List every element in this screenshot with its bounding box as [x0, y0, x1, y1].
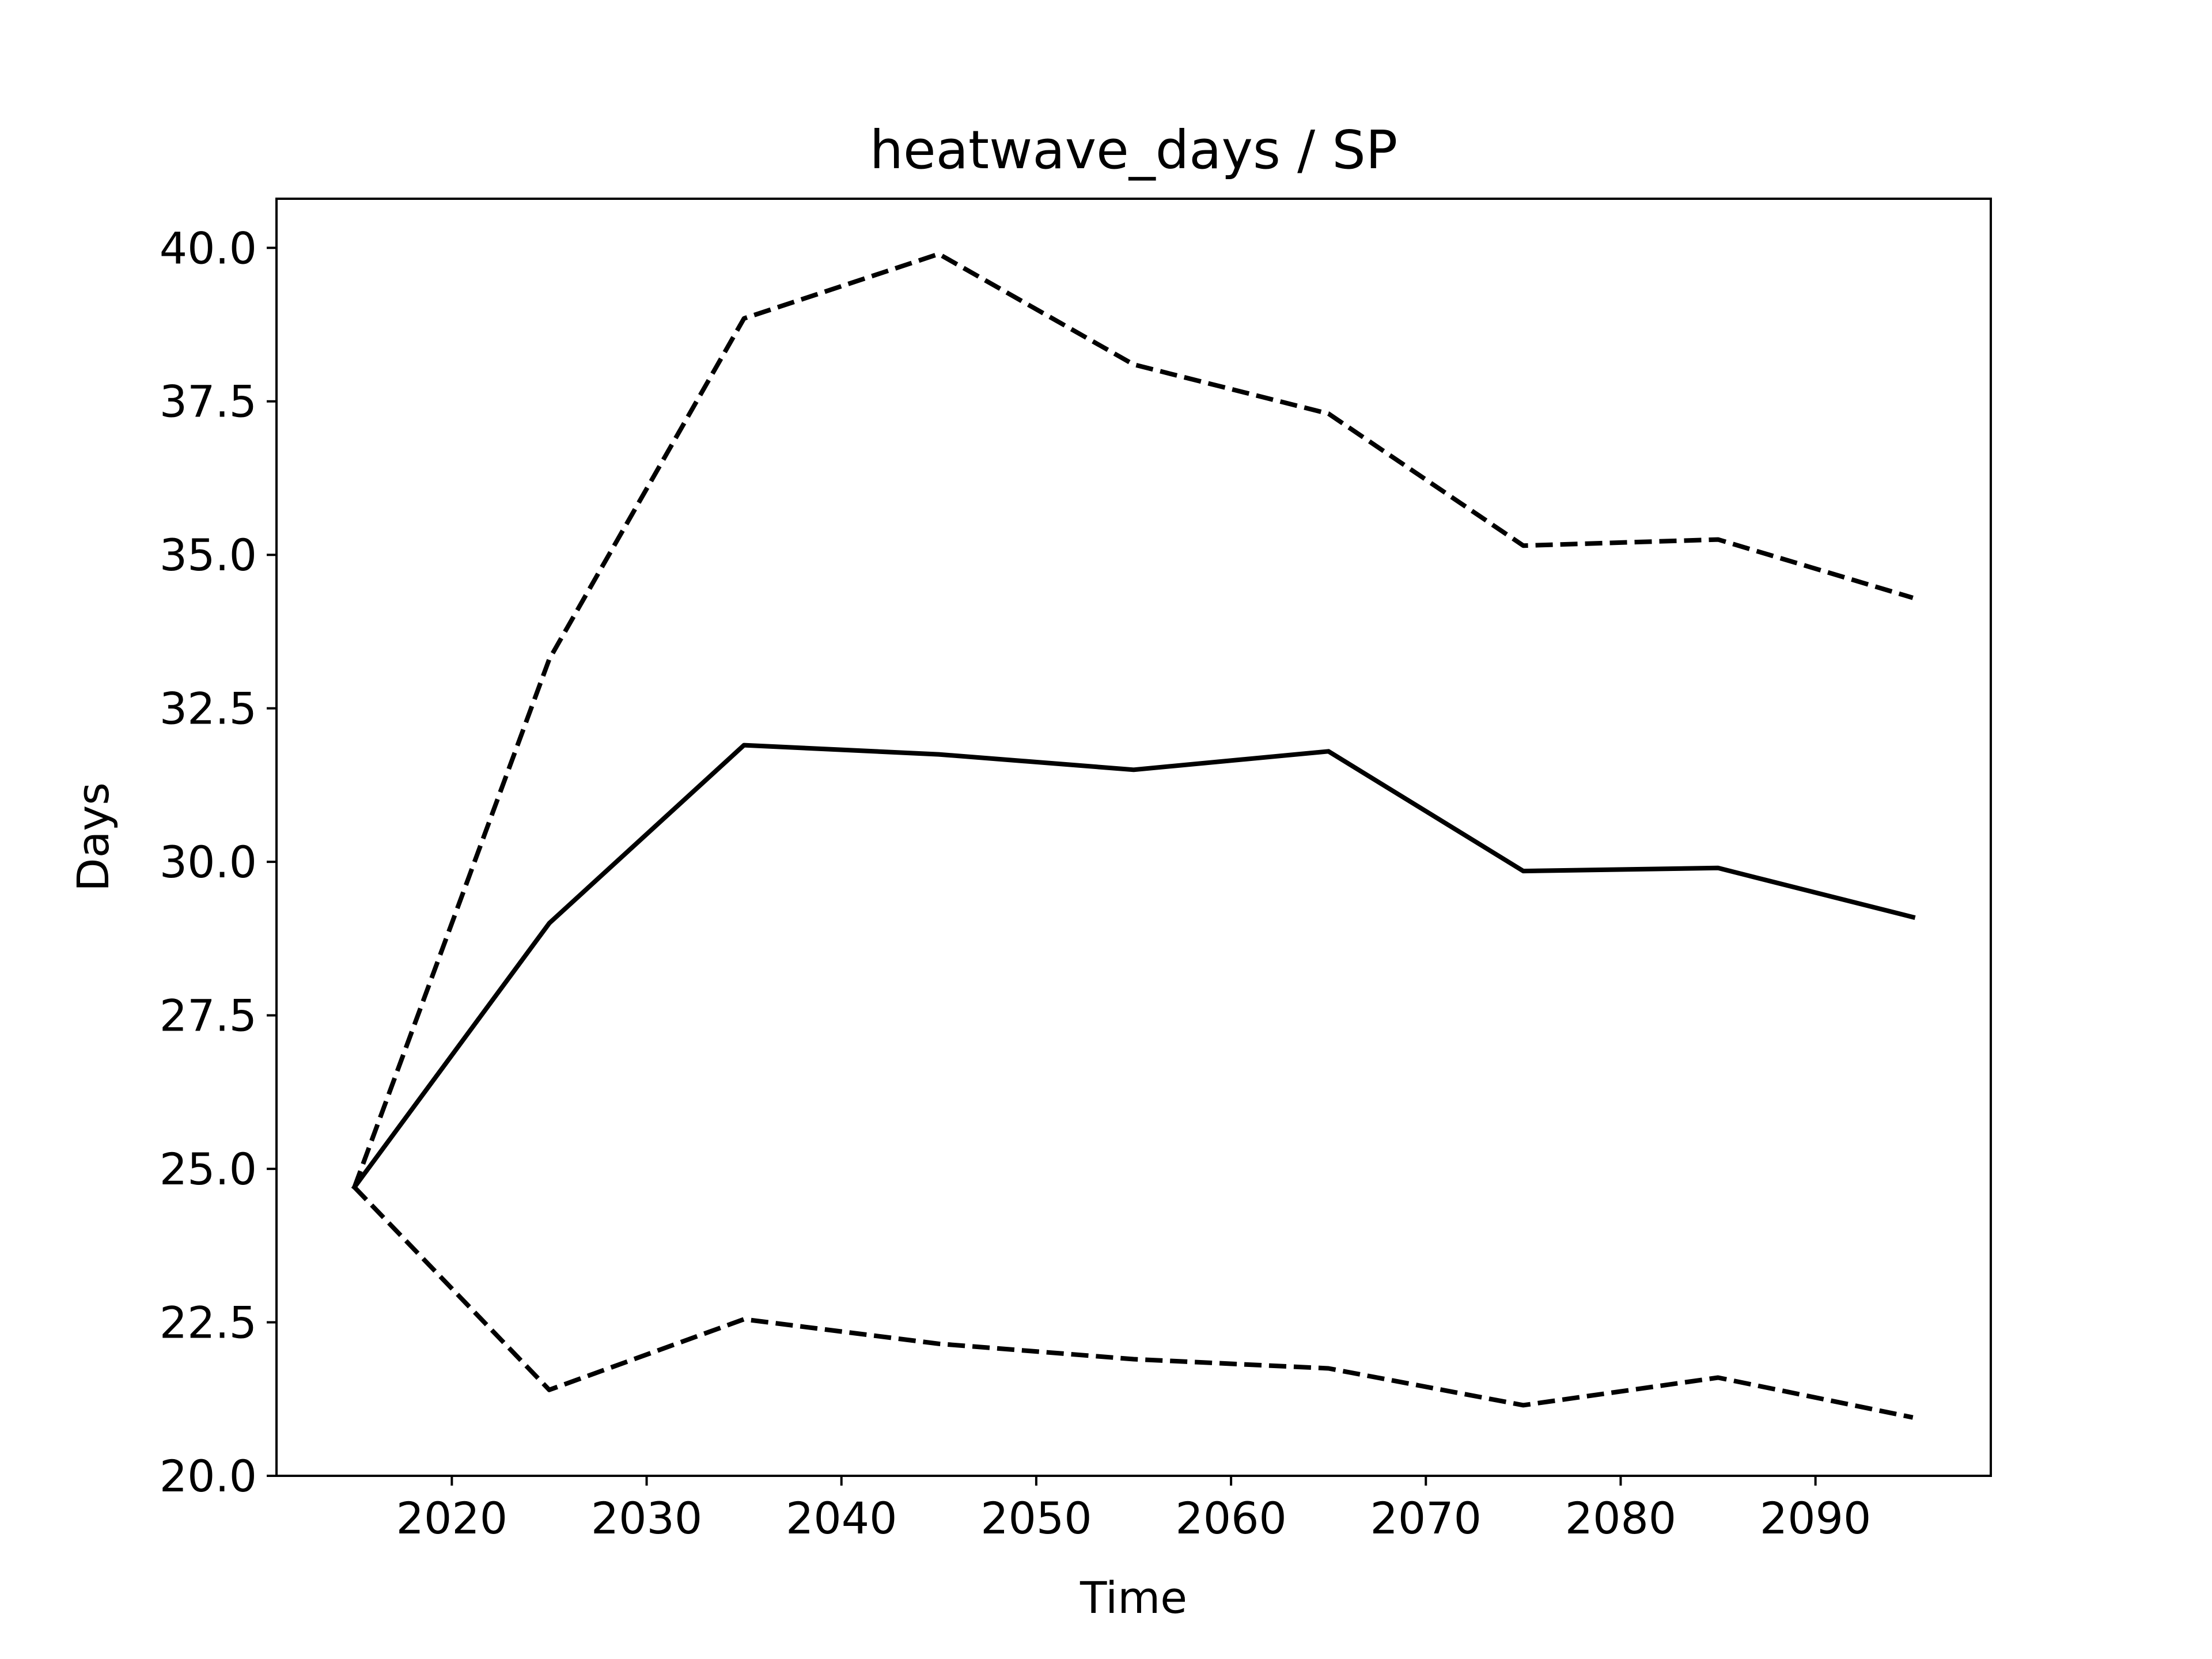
- x-tick-label: 2070: [1370, 1493, 1482, 1544]
- x-tick-label: 2060: [1175, 1493, 1286, 1544]
- series-layer: [351, 251, 1916, 1420]
- y-tick-label: 37.5: [160, 376, 257, 427]
- y-tick-label: 22.5: [160, 1297, 257, 1349]
- series-line-1-dashed: [352, 251, 1914, 1188]
- x-tick-label: 2020: [396, 1493, 507, 1544]
- y-tick-label: 20.0: [160, 1450, 257, 1502]
- x-tick-label: 2090: [1760, 1493, 1871, 1544]
- y-tick-label: 27.5: [160, 990, 257, 1041]
- y-axis-ticks: 20.0 22.5 25.0 27.5 30.0 32.5 35.0 37.5 40.0: [160, 222, 276, 1502]
- x-tick-label: 2040: [786, 1493, 897, 1544]
- x-tick-label: 2050: [980, 1493, 1092, 1544]
- series-line-2-solid: [351, 743, 1916, 1191]
- plot-frame: [275, 198, 1992, 1477]
- x-tick-label: 2030: [591, 1493, 702, 1544]
- y-tick-label: 40.0: [160, 222, 257, 274]
- series-line-3-dashed: [353, 1185, 1914, 1420]
- y-tick-label: 35.0: [160, 529, 257, 581]
- y-tick-label: 25.0: [160, 1143, 257, 1195]
- y-tick-label: 30.0: [160, 836, 257, 888]
- x-tick-label: 2080: [1565, 1493, 1676, 1544]
- chart-title: heatwave_days / SP: [870, 119, 1398, 181]
- x-axis-ticks: 2020 2030 2040 2050 2060 2070 2080 2090: [396, 1476, 1871, 1544]
- y-axis-label: Days: [67, 782, 119, 892]
- y-tick-label: 32.5: [160, 683, 257, 734]
- x-axis-label: Time: [1080, 1572, 1187, 1623]
